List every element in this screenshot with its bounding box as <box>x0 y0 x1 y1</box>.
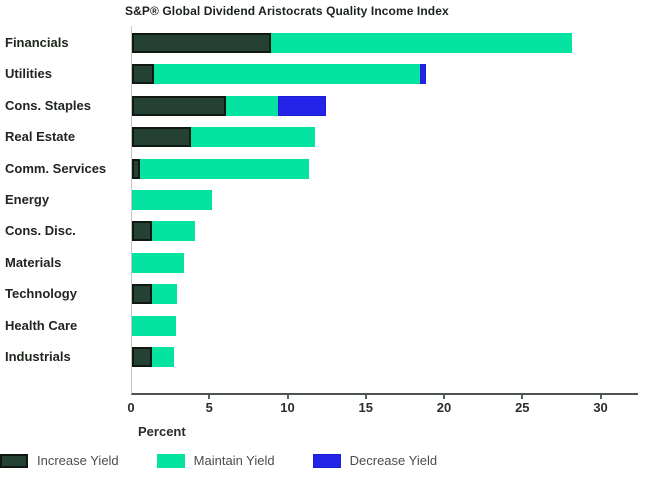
bar-materials <box>132 252 184 273</box>
x-axis-tick-30 <box>599 395 602 399</box>
category-label-comm-services: Comm. Services <box>5 160 107 176</box>
bar-segment-decrease-yield-utilities <box>419 64 427 85</box>
x-axis-label-0: 0 <box>127 400 135 415</box>
legend-item-maintain-yield: Maintain Yield <box>156 453 275 468</box>
bar-segment-maintain-yield-financials <box>271 33 572 53</box>
category-label-real-estate: Real Estate <box>5 129 76 145</box>
bar-cons-staples <box>132 95 327 116</box>
category-label-financials: Financials <box>5 35 69 50</box>
x-axis-label-5: 5 <box>205 400 213 415</box>
bar-segment-maintain-yield-utilities <box>153 64 420 85</box>
x-axis-tick-20 <box>443 395 446 399</box>
legend: Increase Yield Maintain Yield Decrease Yie… <box>0 453 437 468</box>
legend-label-increase-yield: Increase Yield <box>37 453 119 468</box>
plot-area <box>131 26 638 395</box>
bar-segment-increase-yield-cons-disc <box>132 221 153 242</box>
bar-technology <box>132 284 178 305</box>
bar-segment-maintain-yield-real-estate <box>191 127 316 148</box>
bar-segment-maintain-yield-energy <box>132 190 212 210</box>
bar-segment-maintain-yield-comm-services <box>139 158 309 179</box>
bar-comm-services <box>132 158 309 179</box>
x-axis-tick-10 <box>286 395 289 399</box>
bar-segment-increase-yield-cons-staples <box>132 95 226 116</box>
bar-segment-decrease-yield-cons-staples <box>277 95 327 116</box>
bar-segment-increase-yield-technology <box>132 284 153 305</box>
legend-swatch-decrease-yield <box>312 453 341 468</box>
bar-segment-increase-yield-utilities <box>132 64 154 85</box>
category-label-technology: Technology <box>5 286 77 302</box>
bar-energy <box>132 190 212 210</box>
bar-utilities <box>132 64 427 85</box>
x-axis-tick-15 <box>364 395 367 399</box>
bar-segment-maintain-yield-technology <box>152 284 178 305</box>
category-label-materials: Materials <box>5 254 62 270</box>
bar-segment-maintain-yield-cons-disc <box>152 221 195 242</box>
legend-label-decrease-yield: Decrease Yield <box>349 453 438 468</box>
bar-segment-maintain-yield-materials <box>132 252 184 273</box>
x-axis-title: Percent <box>138 424 186 439</box>
x-axis-label-20: 20 <box>436 400 452 415</box>
bar-segment-increase-yield-industrials <box>132 347 153 367</box>
bar-segment-maintain-yield-health-care <box>132 315 176 336</box>
bar-segment-maintain-yield-industrials <box>152 347 175 367</box>
chart-title: S&P® Global Dividend Aristocrats Quality… <box>125 4 449 18</box>
x-axis-tick-25 <box>521 395 524 399</box>
legend-item-increase-yield: Increase Yield <box>0 453 119 468</box>
category-label-health-care: Health Care <box>5 317 78 333</box>
bar-segment-increase-yield-financials <box>132 33 272 53</box>
x-axis-label-25: 25 <box>515 400 530 415</box>
bar-real-estate <box>132 127 316 148</box>
x-axis-label-15: 15 <box>358 400 374 415</box>
bar-financials <box>132 33 572 53</box>
x-axis-tick-5 <box>208 395 211 399</box>
bar-industrials <box>132 347 175 367</box>
bar-cons-disc <box>132 221 195 242</box>
legend-item-decrease-yield: Decrease Yield <box>312 453 438 468</box>
x-axis-label-10: 10 <box>280 400 295 415</box>
category-label-utilities: Utilities <box>5 66 52 82</box>
bar-health-care <box>132 315 176 336</box>
x-axis-label-30: 30 <box>593 400 608 415</box>
legend-swatch-increase-yield <box>0 453 28 468</box>
category-label-energy: Energy <box>5 192 50 207</box>
legend-label-maintain-yield: Maintain Yield <box>193 453 275 468</box>
bar-segment-increase-yield-comm-services <box>132 158 140 179</box>
bar-segment-increase-yield-real-estate <box>132 127 192 148</box>
category-label-industrials: Industrials <box>5 349 71 364</box>
category-label-cons-staples: Cons. Staples <box>5 97 91 113</box>
legend-swatch-maintain-yield <box>156 453 185 468</box>
bar-segment-maintain-yield-cons-staples <box>225 95 278 116</box>
category-label-cons-disc: Cons. Disc. <box>5 223 76 239</box>
